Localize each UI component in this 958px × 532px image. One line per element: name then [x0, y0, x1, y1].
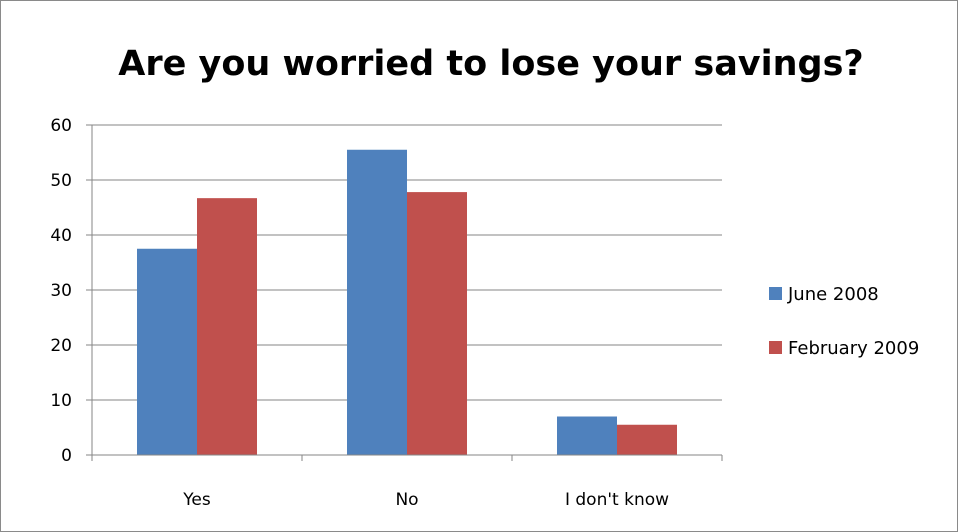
y-tick-label: 20	[50, 336, 72, 356]
bar-june-2008-0	[137, 248, 197, 455]
bar-february-2009-1	[407, 192, 467, 455]
legend-label: February 2009	[788, 338, 919, 359]
bar-june-2008-2	[557, 416, 617, 455]
y-tick-label: 50	[50, 171, 72, 191]
bar-february-2009-0	[197, 198, 257, 455]
y-tick-label: 40	[50, 226, 72, 246]
x-tick-label: I don't know	[565, 490, 669, 510]
y-tick-label: 60	[50, 116, 72, 136]
y-tick-label: 30	[50, 281, 72, 301]
chart-title: Are you worried to lose your savings?	[118, 44, 863, 84]
legend-label: June 2008	[787, 284, 879, 305]
x-tick-label: No	[395, 490, 418, 510]
bars-layer	[137, 149, 677, 455]
x-tick-label: Yes	[182, 490, 211, 510]
axis-layer: 0 10 20 30 40 50 60 Yes No I don't know	[50, 116, 723, 510]
bar-june-2008-1	[347, 149, 407, 455]
legend-swatch	[769, 287, 782, 300]
bar-february-2009-2	[617, 424, 677, 455]
chart-legend: June 2008 February 2009	[769, 284, 919, 359]
legend-swatch	[769, 341, 782, 354]
y-tick-label: 10	[50, 391, 72, 411]
y-tick-label: 0	[61, 446, 72, 466]
